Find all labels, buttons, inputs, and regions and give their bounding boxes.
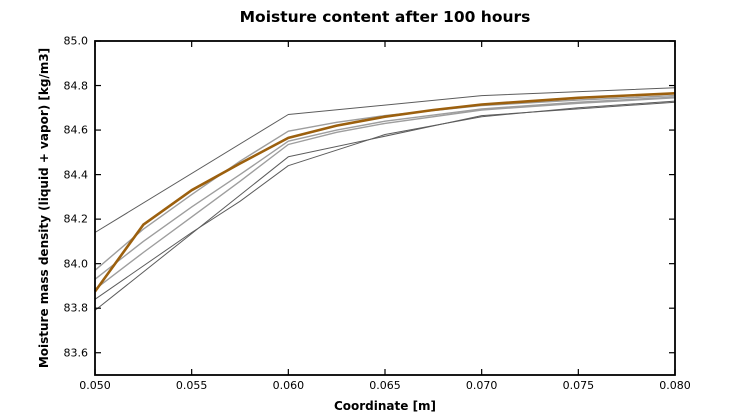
series-line-fine-mesh-c <box>94 97 676 290</box>
x-tick-label: 0.060 <box>272 379 305 392</box>
x-tick-label: 0.050 <box>79 379 111 392</box>
series-line-coarse-mesh-high <box>94 87 676 233</box>
y-tick-label: 84.6 <box>63 123 89 137</box>
y-tick-label: 84.8 <box>63 79 89 93</box>
x-axis-label: Coordinate [m] <box>333 399 437 413</box>
x-tick-label: 0.055 <box>175 379 208 392</box>
y-tick-label: 85.0 <box>63 34 89 48</box>
series-line-medium-mesh <box>94 100 676 300</box>
y-tick-label: 83.8 <box>63 301 89 315</box>
series-line-coarse-mesh-low <box>94 101 676 311</box>
x-tick-label: 0.080 <box>659 379 691 392</box>
chart-title: Moisture content after 100 hours <box>239 8 531 26</box>
series-line-reference-solution <box>93 92 676 293</box>
x-tick-label: 0.075 <box>562 379 595 392</box>
y-tick-label: 84.0 <box>63 257 89 271</box>
x-tick-label: 0.065 <box>369 379 401 392</box>
y-tick-label: 84.2 <box>63 212 89 226</box>
x-tick-label: 0.070 <box>465 379 498 392</box>
y-tick-label: 83.6 <box>63 346 89 360</box>
series-line-fine-mesh-a <box>94 94 676 271</box>
series-line-fine-mesh-b <box>94 96 676 280</box>
y-tick-label: 84.4 <box>63 168 89 182</box>
